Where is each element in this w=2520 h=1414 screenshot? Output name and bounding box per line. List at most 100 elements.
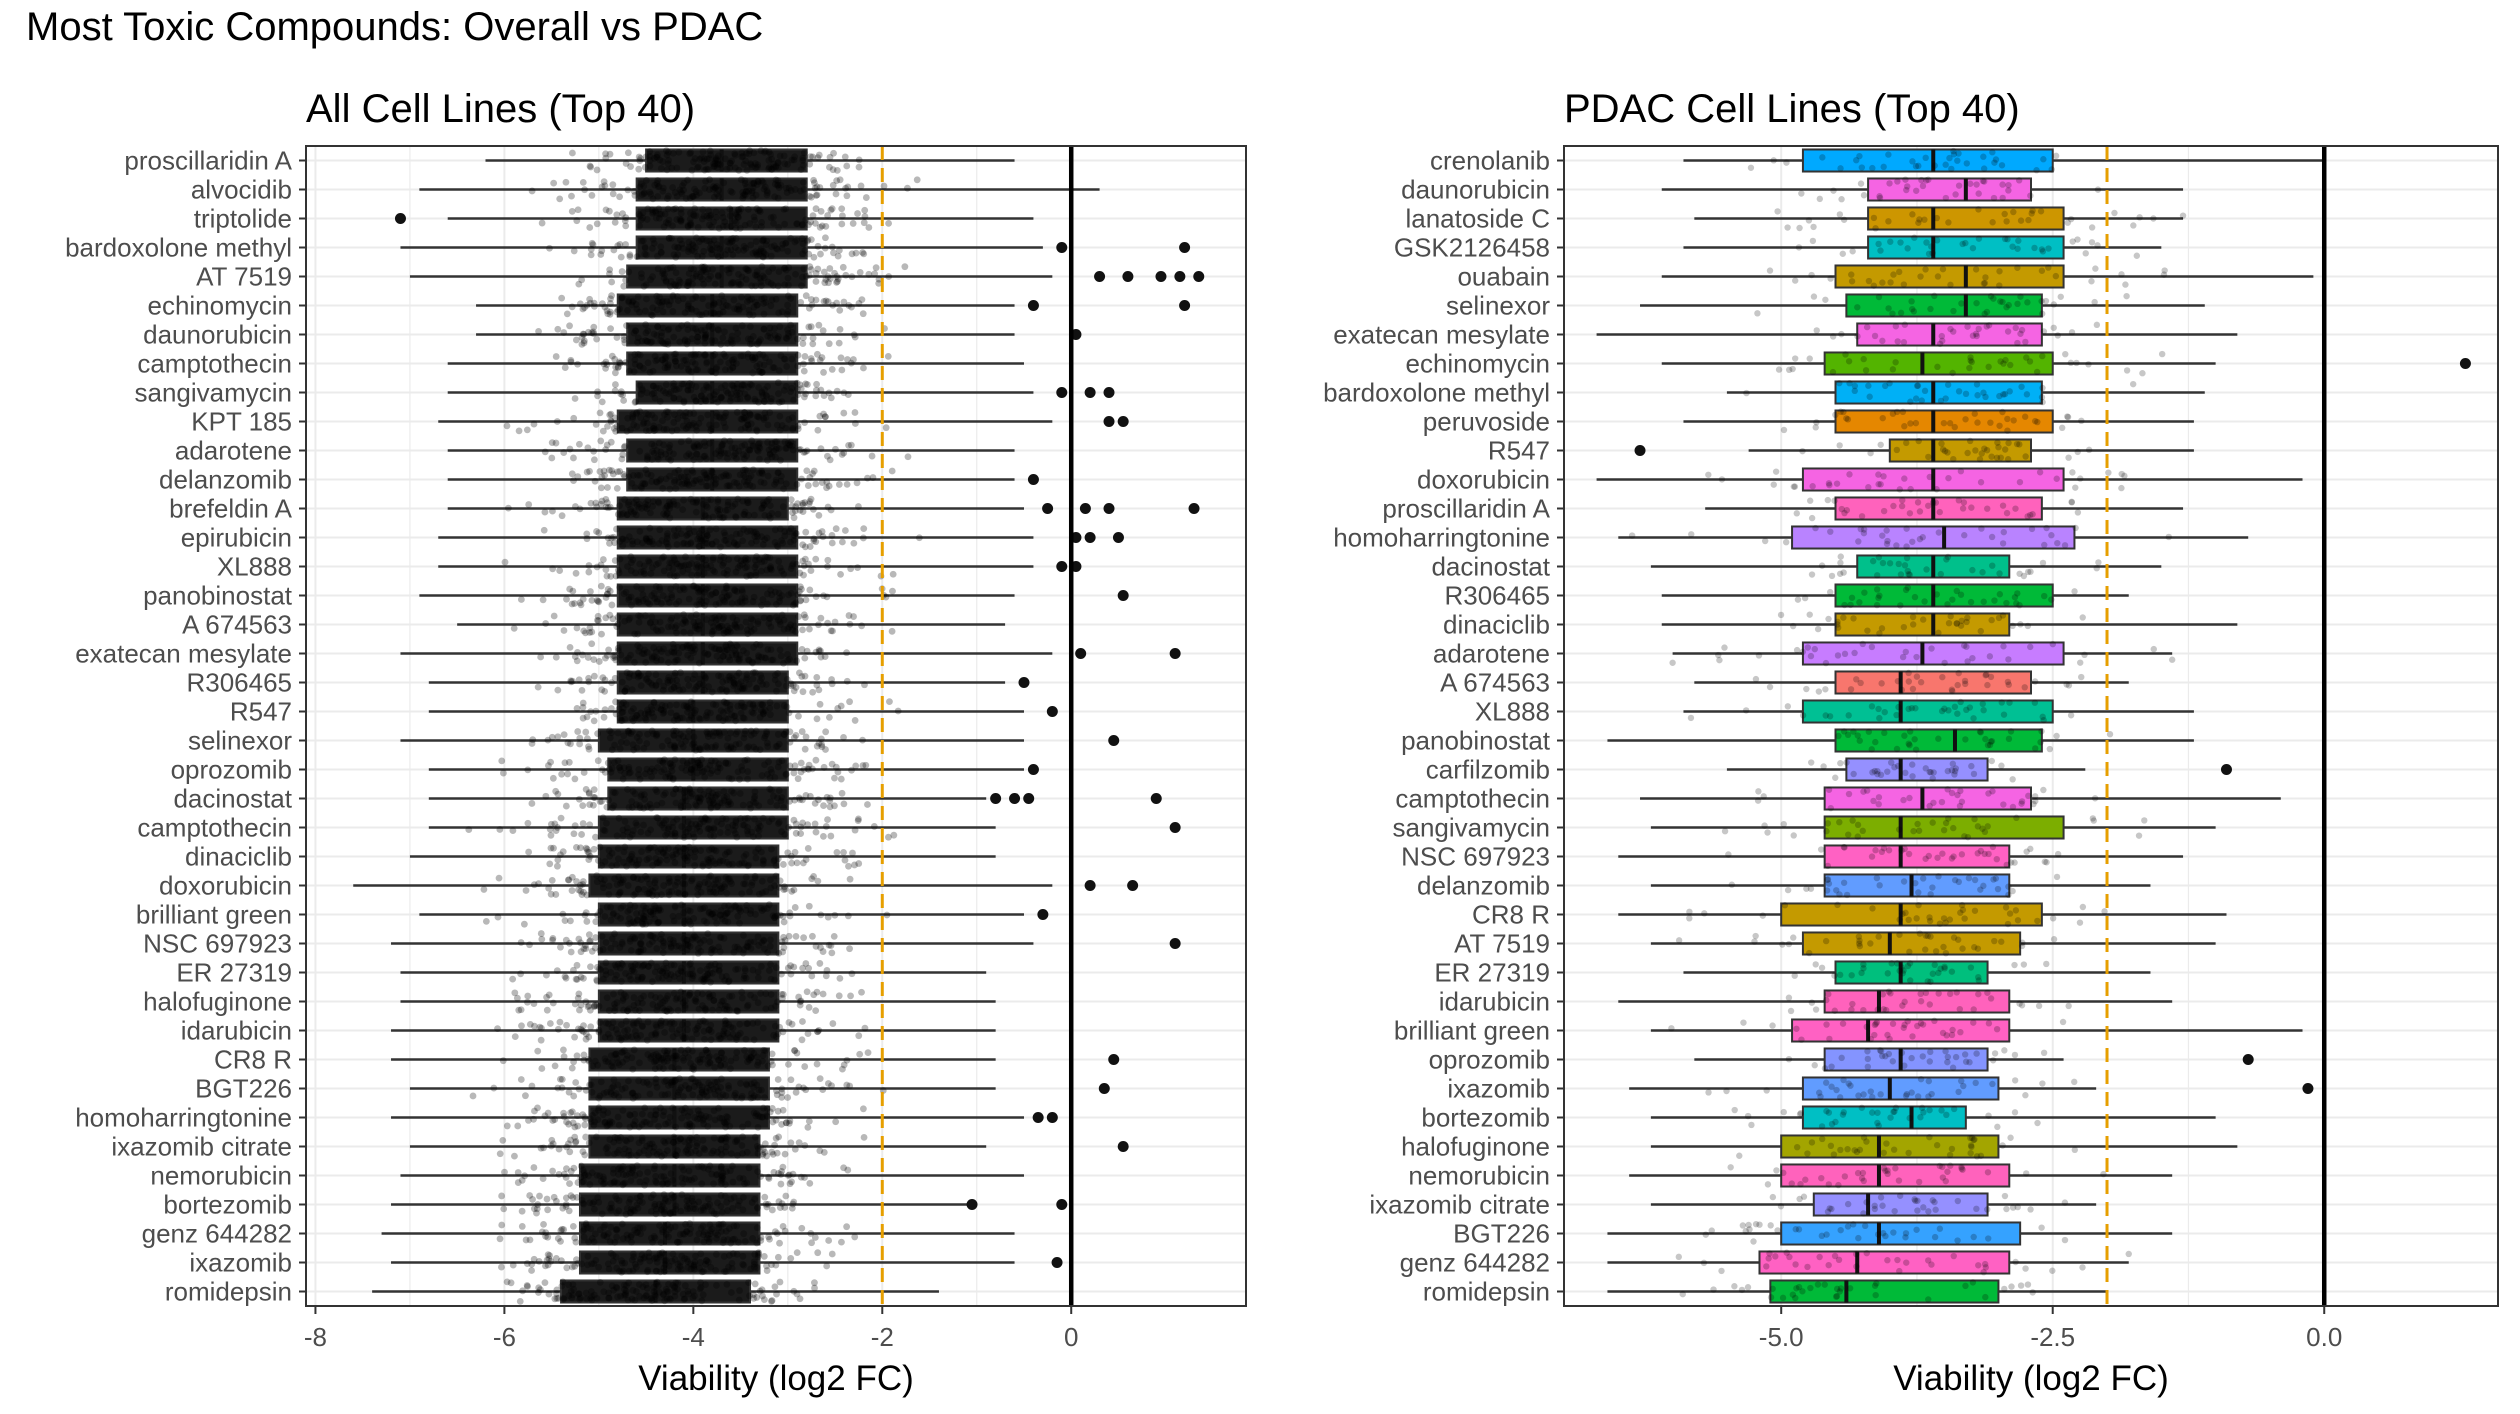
sample-point xyxy=(630,1122,638,1129)
sample-point xyxy=(735,860,743,868)
sample-point xyxy=(711,568,719,576)
sample-point xyxy=(588,640,596,648)
sample-point xyxy=(612,710,620,718)
sample-point xyxy=(706,908,713,916)
sample-point xyxy=(717,673,725,680)
sample-point xyxy=(646,368,654,376)
sample-point xyxy=(785,1060,792,1068)
sample-point xyxy=(625,920,632,928)
sample-point xyxy=(798,1036,806,1044)
sample-point xyxy=(613,832,621,840)
sample-point xyxy=(758,601,765,609)
sample-point xyxy=(848,970,856,978)
sample-point xyxy=(768,155,776,163)
sample-point xyxy=(604,759,612,767)
sample-point xyxy=(705,873,713,881)
sample-point xyxy=(699,206,707,213)
sample-point xyxy=(607,916,615,924)
sample-point xyxy=(665,623,672,631)
sample-point xyxy=(812,555,820,563)
sample-point xyxy=(799,541,807,549)
sample-point xyxy=(753,249,760,257)
sample-point xyxy=(706,221,713,229)
sample-point xyxy=(630,421,638,429)
sample-point xyxy=(738,293,745,301)
sample-point xyxy=(688,877,695,885)
sample-point xyxy=(806,160,814,168)
sample-point xyxy=(799,1018,806,1025)
sample-point xyxy=(672,205,680,213)
sample-point xyxy=(770,213,777,221)
sample-point xyxy=(624,306,631,314)
sample-point xyxy=(765,758,772,766)
sample-point xyxy=(843,480,851,488)
outlier-point xyxy=(1042,503,1054,514)
sample-point xyxy=(557,851,564,859)
sample-point xyxy=(820,268,828,276)
sample-point xyxy=(747,945,755,952)
sample-point xyxy=(549,774,557,782)
sample-point xyxy=(677,218,685,225)
sample-point xyxy=(655,439,663,447)
sample-point xyxy=(799,273,806,281)
sample-point xyxy=(860,219,868,227)
sample-point xyxy=(802,960,810,967)
category-label: R306465 xyxy=(186,668,292,698)
sample-point xyxy=(632,801,640,809)
sample-point xyxy=(767,395,775,402)
sample-point xyxy=(568,207,576,215)
sample-point xyxy=(712,155,720,163)
sample-point xyxy=(808,972,816,980)
sample-point xyxy=(776,594,784,602)
sample-point xyxy=(717,473,725,481)
sample-point xyxy=(658,356,666,364)
sample-point xyxy=(480,886,488,893)
sample-point xyxy=(742,191,749,199)
sample-point xyxy=(653,153,661,161)
sample-point xyxy=(791,848,799,856)
sample-point xyxy=(753,427,761,435)
sample-point xyxy=(661,845,669,853)
sample-point xyxy=(864,1049,872,1057)
sample-point xyxy=(490,1084,498,1092)
sample-point xyxy=(710,160,717,168)
sample-point xyxy=(818,743,826,751)
sample-point xyxy=(652,671,660,679)
sample-point xyxy=(675,325,682,332)
sample-point xyxy=(660,339,667,347)
sample-point xyxy=(643,740,651,747)
sample-point xyxy=(718,915,726,923)
sample-point xyxy=(552,439,560,447)
sample-point xyxy=(771,331,779,339)
sample-point xyxy=(676,1075,683,1083)
sample-point xyxy=(713,652,721,660)
sample-point xyxy=(656,210,664,218)
sample-point xyxy=(767,280,775,287)
sample-point xyxy=(600,826,607,834)
sample-point xyxy=(856,269,864,276)
sample-point xyxy=(618,1048,626,1056)
sample-point xyxy=(673,193,681,200)
sample-point xyxy=(684,222,692,230)
sample-point xyxy=(767,302,775,310)
sample-point xyxy=(772,478,780,486)
sample-point xyxy=(830,149,837,157)
sample-point xyxy=(503,422,511,430)
sample-point xyxy=(724,646,732,654)
sample-point xyxy=(570,1058,578,1066)
sample-point xyxy=(655,1122,662,1130)
sample-point xyxy=(784,964,792,972)
sample-point xyxy=(809,688,817,696)
sample-point xyxy=(750,1036,758,1044)
outlier-point xyxy=(1169,938,1181,949)
sample-point xyxy=(730,296,738,304)
sample-point xyxy=(784,247,792,255)
sample-point xyxy=(812,392,820,400)
sample-point xyxy=(595,1026,603,1034)
sample-point xyxy=(728,157,736,165)
sample-point xyxy=(669,640,677,648)
sample-point xyxy=(696,189,703,197)
sample-point xyxy=(653,180,661,187)
sample-point xyxy=(806,625,813,633)
